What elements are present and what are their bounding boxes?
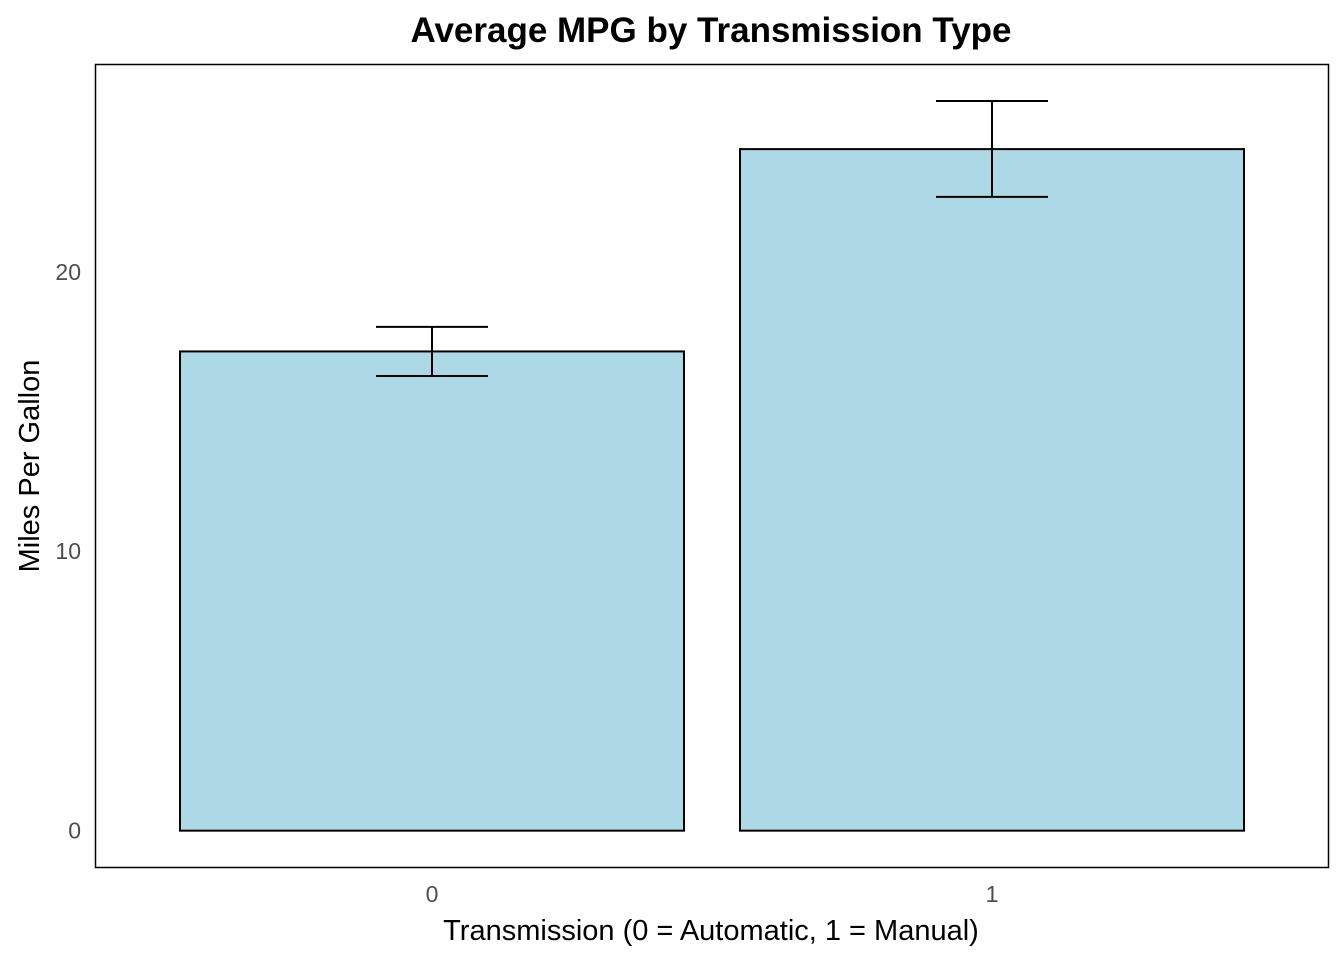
x-tick-label: 0 bbox=[426, 881, 439, 907]
x-axis-title: Transmission (0 = Automatic, 1 = Manual) bbox=[443, 915, 979, 947]
error-bars-group bbox=[376, 100, 1048, 378]
y-axis-ticks: 0 10 20 bbox=[55, 259, 81, 844]
x-tick-label: 1 bbox=[986, 881, 999, 907]
bar-0 bbox=[179, 350, 685, 832]
bar-1 bbox=[739, 148, 1245, 832]
error-bar-0 bbox=[376, 325, 488, 378]
chart-title: Average MPG by Transmission Type bbox=[410, 11, 1011, 50]
y-tick-label: 10 bbox=[55, 538, 81, 564]
y-tick-label: 20 bbox=[55, 259, 81, 285]
y-axis-title: Miles Per Gallon bbox=[14, 360, 46, 573]
y-tick-label: 0 bbox=[68, 818, 81, 844]
error-bar-1 bbox=[936, 100, 1048, 198]
